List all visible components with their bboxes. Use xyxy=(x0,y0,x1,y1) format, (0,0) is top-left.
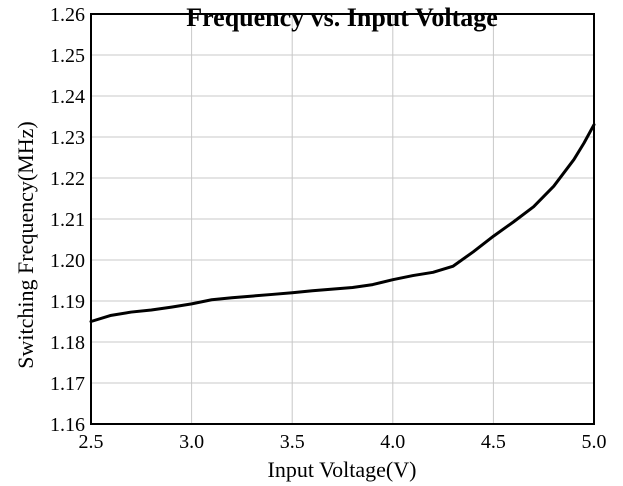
data-point xyxy=(372,284,374,286)
data-point xyxy=(211,299,213,301)
y-tick-label: 1.17 xyxy=(50,373,85,395)
data-point xyxy=(171,306,173,308)
data-point xyxy=(392,279,394,281)
x-tick-label: 4.5 xyxy=(481,431,506,453)
chart-title: Frequency vs. Input Voltage xyxy=(186,3,498,32)
data-point xyxy=(493,235,495,237)
y-tick-label: 1.20 xyxy=(50,250,85,272)
y-tick-label: 1.23 xyxy=(50,127,85,149)
y-tick-label: 1.24 xyxy=(50,86,85,108)
y-tick-label: 1.18 xyxy=(50,332,85,354)
x-axis-label: Input Voltage(V) xyxy=(268,457,417,482)
data-point xyxy=(533,206,535,208)
data-point xyxy=(412,275,414,277)
data-point xyxy=(130,311,132,313)
data-point xyxy=(271,294,273,296)
data-point xyxy=(312,290,314,292)
data-point xyxy=(291,292,293,294)
x-tick-label: 5.0 xyxy=(582,431,607,453)
x-tick-label: 4.0 xyxy=(380,431,405,453)
data-point xyxy=(231,297,233,299)
x-tick-label: 3.5 xyxy=(280,431,305,453)
data-point xyxy=(110,315,112,317)
y-tick-label: 1.22 xyxy=(50,168,85,190)
data-point xyxy=(251,295,253,297)
data-point xyxy=(513,221,515,223)
y-tick-label: 1.25 xyxy=(50,45,85,67)
data-point xyxy=(573,159,575,161)
data-point xyxy=(452,265,454,267)
y-tick-label: 1.19 xyxy=(50,291,85,313)
data-point xyxy=(553,185,555,187)
x-tick-label: 3.0 xyxy=(179,431,204,453)
y-axis-label: Switching Frequency(MHz) xyxy=(13,121,38,368)
data-point xyxy=(432,272,434,274)
data-point xyxy=(352,287,354,289)
y-tick-label: 1.21 xyxy=(50,209,85,231)
data-point xyxy=(472,251,474,253)
data-point xyxy=(191,303,193,305)
y-tick-label: 1.16 xyxy=(50,414,85,436)
data-point xyxy=(583,142,585,144)
data-point xyxy=(151,309,153,311)
y-tick-label: 1.26 xyxy=(50,4,85,26)
data-point xyxy=(332,288,334,290)
